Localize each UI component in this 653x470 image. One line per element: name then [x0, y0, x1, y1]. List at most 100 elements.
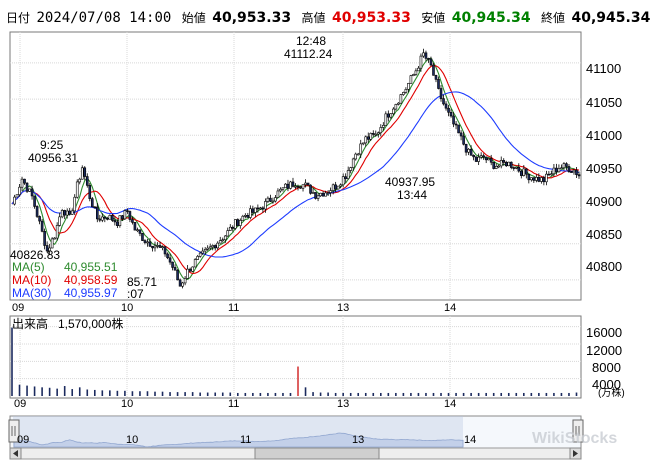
- candle: [374, 133, 378, 136]
- scrollbar[interactable]: [9, 447, 582, 460]
- volume-bar: [312, 392, 314, 396]
- candle: [562, 163, 566, 169]
- volume-bar: [530, 392, 533, 396]
- volume-bar: [395, 392, 397, 396]
- candle: [108, 215, 112, 220]
- volume-bar: [523, 392, 525, 396]
- candle: [477, 156, 480, 162]
- candle: [346, 170, 350, 179]
- candle: [514, 167, 518, 169]
- candle: [366, 136, 370, 140]
- candle: [198, 252, 202, 257]
- candle: [407, 83, 410, 90]
- ma30-value: 40,955.97: [64, 286, 118, 300]
- open-label: 始値: [181, 11, 206, 25]
- vol-time-tick: 13: [337, 398, 349, 410]
- candle: [409, 75, 413, 84]
- candle: [542, 177, 546, 183]
- candle: [417, 67, 420, 72]
- volume-bar: [199, 392, 201, 396]
- volume-bar: [372, 392, 375, 396]
- candle: [259, 207, 262, 210]
- candle: [131, 219, 134, 223]
- volume-bar: [154, 391, 156, 396]
- candle: [474, 156, 478, 162]
- candle: [301, 184, 305, 189]
- price-tick: 40850: [586, 227, 622, 242]
- candle: [236, 219, 240, 226]
- volume-bar: [259, 392, 262, 396]
- volume-bar: [334, 392, 337, 396]
- candle: [53, 237, 56, 240]
- candle: [389, 113, 393, 118]
- navigator-left-handle[interactable]: [8, 419, 20, 443]
- close-value: 40,945.34: [571, 10, 651, 26]
- navigator-right-handle[interactable]: [572, 419, 584, 443]
- volume-bar: [267, 392, 269, 396]
- candle: [394, 104, 398, 110]
- candle: [118, 215, 122, 227]
- candle: [314, 192, 317, 199]
- volume-bar: [342, 392, 344, 396]
- candle: [442, 98, 445, 105]
- price-chart-frame: [9, 31, 582, 301]
- candle: [211, 245, 215, 248]
- volume-bar: [214, 392, 217, 396]
- candle: [530, 177, 533, 181]
- candle: [18, 186, 21, 195]
- candle: [339, 184, 342, 187]
- volume-bar: [447, 392, 450, 396]
- candle: [20, 178, 24, 188]
- price-tick: 40900: [586, 194, 622, 209]
- candle: [279, 188, 282, 192]
- ma10-value: 40,958.59: [64, 273, 118, 287]
- candle: [519, 170, 523, 176]
- candle: [424, 52, 428, 59]
- navigator-series: [13, 432, 464, 448]
- candles: [13, 48, 581, 289]
- ma10-line: [11, 65, 580, 275]
- candle: [181, 282, 184, 287]
- vol-time-tick: 11: [228, 398, 239, 410]
- candle: [487, 158, 490, 161]
- candle: [387, 113, 390, 118]
- candle: [565, 163, 568, 167]
- volume-grid: [10, 316, 581, 398]
- volume-bar: [161, 391, 164, 396]
- volume-bar: [297, 366, 299, 396]
- candle: [459, 132, 463, 137]
- candle: [361, 142, 365, 145]
- volume-chart-frame: [9, 315, 582, 399]
- candle: [570, 171, 573, 173]
- candle: [223, 235, 227, 241]
- volume-bar: [553, 392, 555, 396]
- period-label: 日付: [6, 11, 31, 25]
- candle: [75, 181, 79, 198]
- vol-time-tick: 09: [14, 398, 26, 410]
- candle: [85, 176, 89, 186]
- left-high-time: 9:25: [40, 138, 64, 152]
- volume-bar: [440, 392, 442, 396]
- volume-bar: [139, 391, 141, 396]
- candle: [364, 136, 368, 144]
- candle: [25, 182, 29, 192]
- candle: [439, 88, 443, 99]
- volume-tick: 12000: [586, 343, 622, 358]
- volume-bar: [146, 391, 149, 396]
- candle: [78, 178, 82, 183]
- candle: [96, 206, 99, 220]
- candle: [123, 210, 127, 220]
- volume-bar: [26, 385, 28, 396]
- peak-time: 12:48: [296, 34, 326, 48]
- scrollbar-thumb[interactable]: [254, 447, 380, 460]
- vol-time-tick: 14: [444, 398, 456, 410]
- price-tick: 41100: [586, 61, 621, 76]
- candle: [555, 167, 558, 173]
- volume-bar: [48, 387, 51, 396]
- volume-bar: [18, 384, 21, 396]
- candle: [136, 229, 139, 232]
- candle: [216, 242, 220, 249]
- candle: [437, 79, 440, 89]
- candle: [60, 210, 64, 218]
